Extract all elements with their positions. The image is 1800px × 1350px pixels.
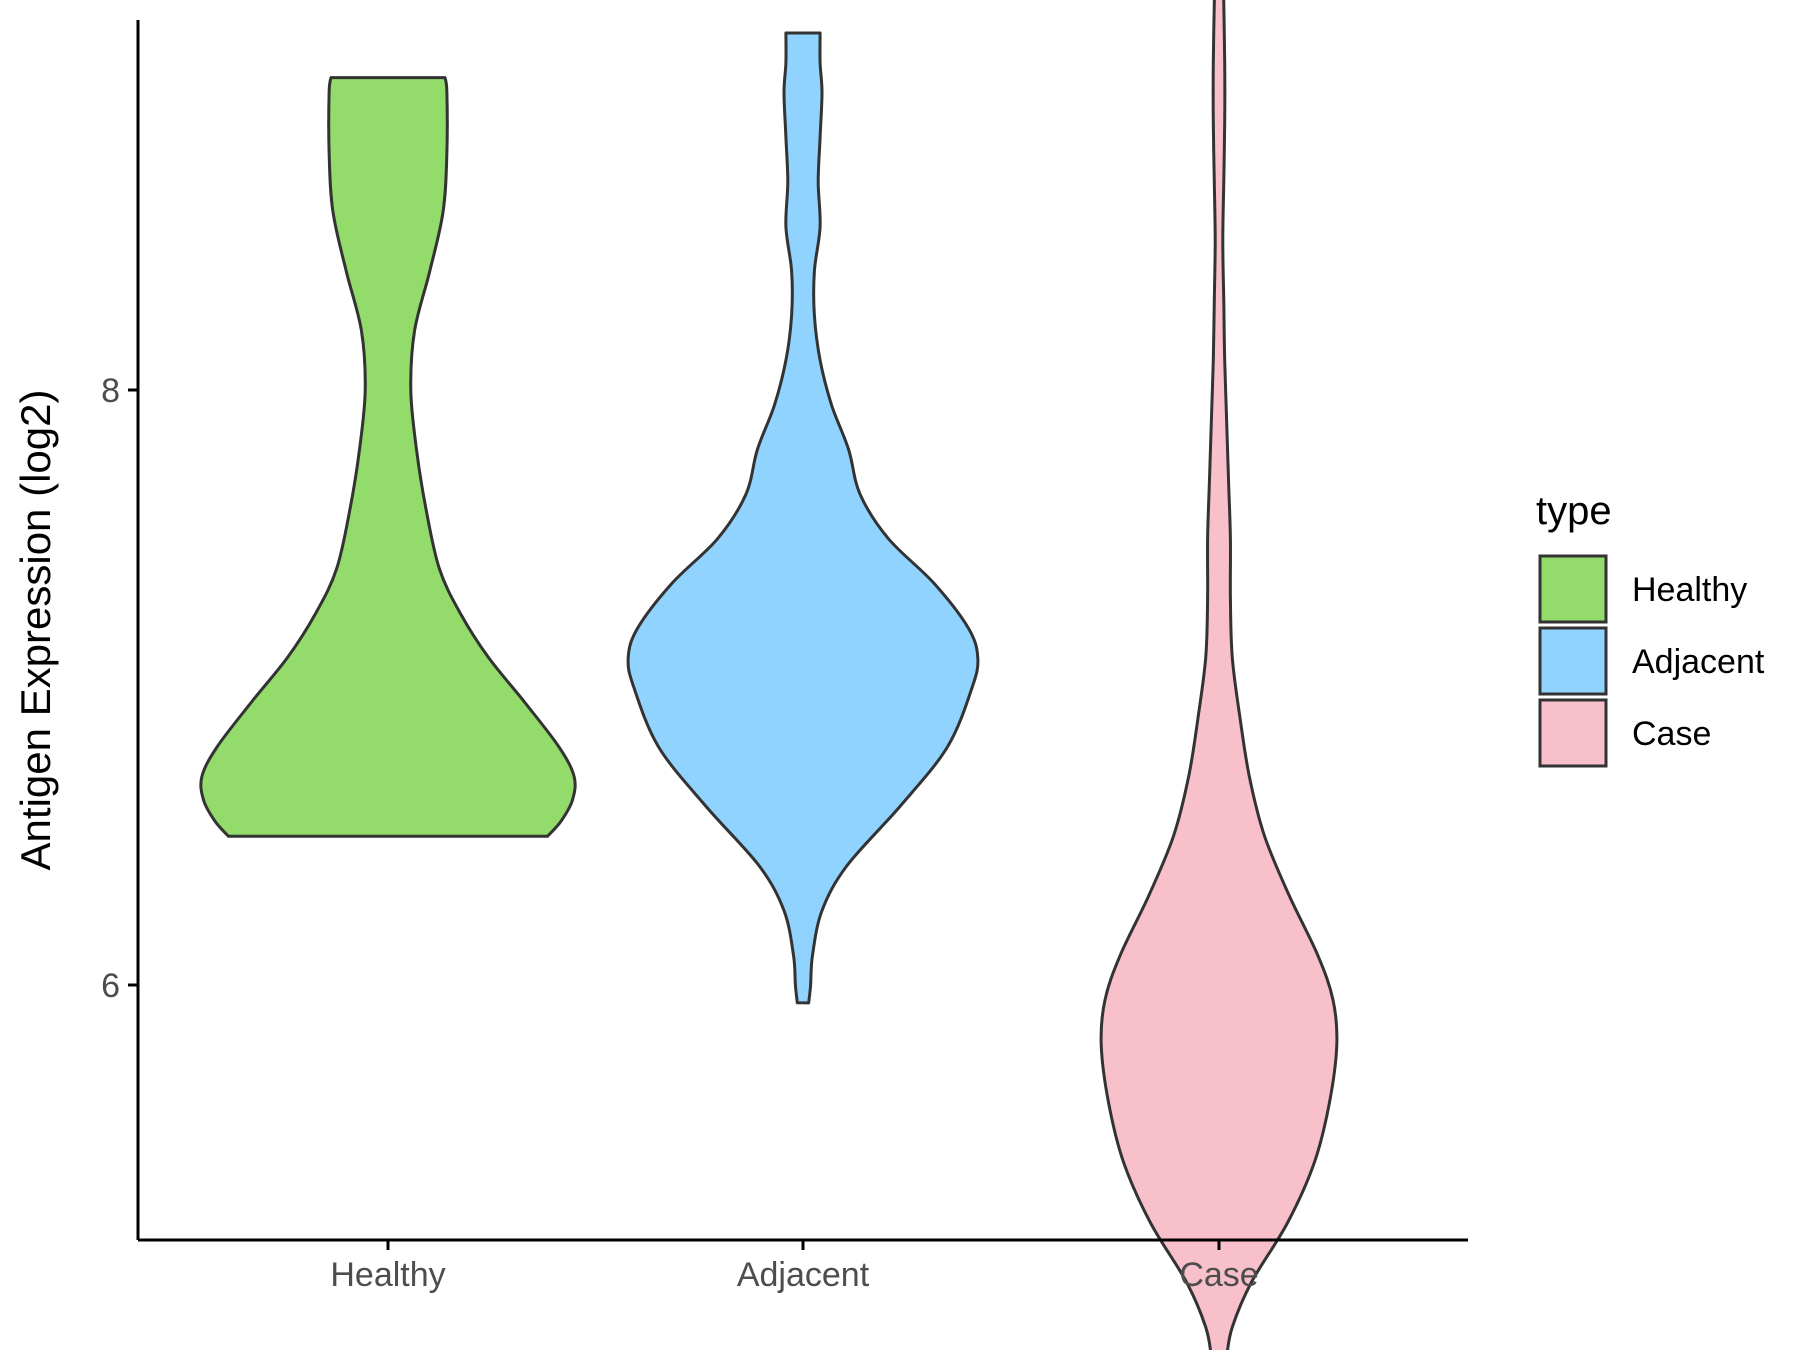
- x-tick-label-adjacent: Adjacent: [737, 1256, 870, 1294]
- legend-title: type: [1536, 489, 1612, 533]
- legend-key-case: [1538, 698, 1608, 768]
- violin-healthy: [199, 76, 577, 838]
- violin-layer: [199, 0, 1339, 1350]
- legend-label-adjacent: Adjacent: [1632, 643, 1765, 681]
- legend-key-healthy: [1538, 554, 1608, 624]
- y-axis-title: Antigen Expression (log2): [12, 390, 59, 871]
- legend-label-case: Case: [1632, 715, 1711, 753]
- legend: type Healthy Adjacent Case: [1536, 489, 1765, 768]
- legend-label-healthy: Healthy: [1632, 571, 1747, 609]
- y-ticks: 681012: [101, 372, 138, 1005]
- violin-case: [1099, 0, 1339, 1350]
- violin-adjacent: [626, 31, 980, 1005]
- x-tick-label-case: Case: [1179, 1256, 1258, 1294]
- legend-key-adjacent: [1538, 626, 1608, 696]
- x-ticks: Healthy Adjacent Case: [330, 1240, 1259, 1294]
- x-tick-label-healthy: Healthy: [330, 1256, 445, 1294]
- y-tick-label: 6: [101, 967, 120, 1005]
- y-tick-label: 8: [101, 372, 120, 410]
